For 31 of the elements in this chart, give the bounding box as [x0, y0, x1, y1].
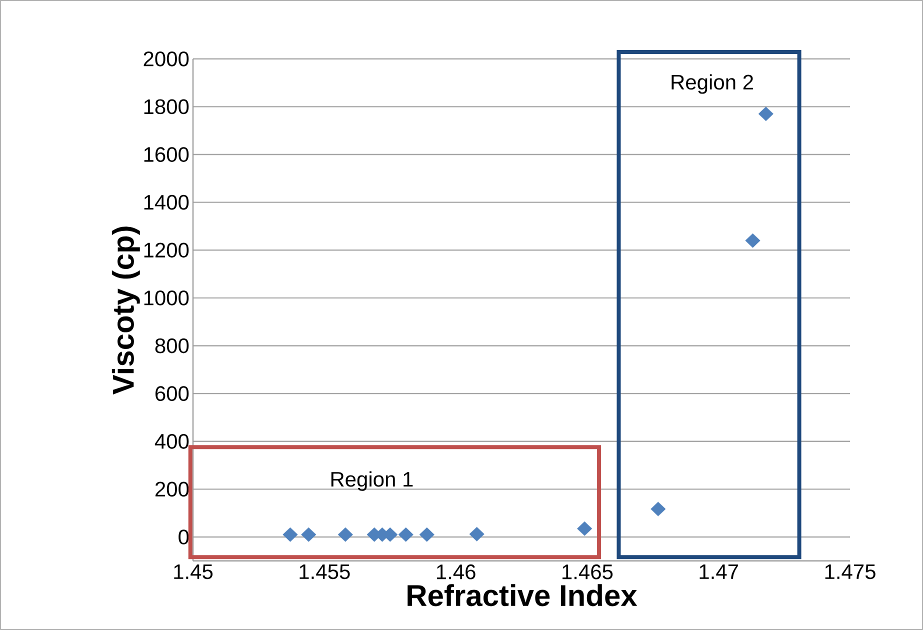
- x-tick-label: 1.45: [174, 564, 213, 580]
- y-tick-label: 2000: [144, 51, 189, 66]
- point: [398, 527, 414, 542]
- annotation: Region 1: [331, 471, 413, 491]
- y-tick-label: 400: [154, 434, 189, 449]
- x-tick-label: 1.46: [436, 564, 476, 580]
- x-tick-label: 1.465: [562, 564, 613, 580]
- y-tick-label: 1200: [144, 242, 189, 258]
- x-tick-label: 1.455: [300, 564, 350, 580]
- y-tick-label: 1000: [144, 290, 189, 306]
- annotation: Region 2: [672, 74, 753, 94]
- point: [758, 106, 774, 122]
- y-tick-label: 800: [155, 338, 189, 354]
- y-axis-title: Viscoty (cp): [112, 226, 140, 394]
- y-tick-label: 1800: [144, 99, 189, 114]
- y-tick-label: 1400: [144, 194, 189, 210]
- y-tick-label: 200: [155, 482, 189, 497]
- y-tick-label: 600: [156, 386, 189, 402]
- x-axis-title: Refractive Index: [408, 584, 638, 606]
- y-tick-label: 0: [178, 530, 189, 544]
- x-tick-label: 1.47: [700, 564, 738, 579]
- point: [282, 527, 298, 542]
- y-tick-label: 1600: [144, 147, 189, 162]
- point: [650, 502, 666, 516]
- point: [577, 521, 592, 536]
- point: [745, 233, 760, 248]
- point: [419, 527, 434, 542]
- point: [469, 526, 484, 542]
- point: [338, 527, 353, 542]
- point: [301, 527, 316, 542]
- x-tick-label: 1.475: [825, 564, 876, 580]
